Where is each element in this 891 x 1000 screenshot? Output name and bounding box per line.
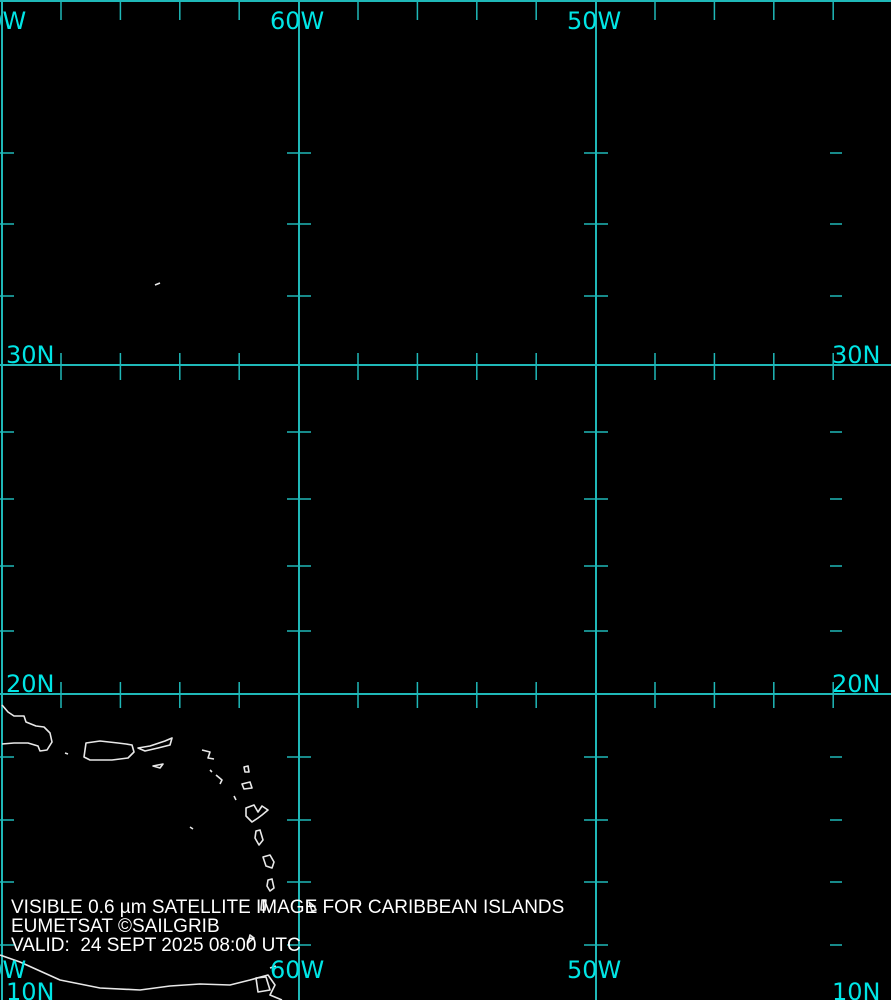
coast-guadeloupe [241,781,253,790]
coast-puerto-rico [83,740,135,761]
label-top-50w: 50W [567,7,621,35]
coast-st-lucia [266,878,275,892]
coast-hispaniola [1,704,53,752]
coast-antigua [243,765,250,773]
caption-valid-time: VALID: 24 SEPT 2025 08:00 UTC [11,935,301,956]
coast-barbados [308,901,317,912]
grid-labels: 70W 60W 50W 30N 30N 20N 20N 70W 60W 50W … [0,7,881,1000]
coast-grenadines [247,934,255,944]
label-right-30n: 30N [832,341,881,369]
label-bottom-70w: 70W [0,956,26,984]
label-top-70w: 70W [0,7,26,35]
coast-trinidad [255,976,271,993]
coast-dominica [254,829,264,846]
label-bottom-60w: 60W [270,956,324,984]
graticule-ticks [0,1,842,946]
caption-credit: EUMETSAT ©SAILGRIB [11,916,220,937]
coast-mona [64,752,69,755]
coast-st-vincent [260,899,267,911]
label-left-30n: 30N [6,341,55,369]
coast-montserrat-chain [209,769,237,801]
coast-martinique [262,854,275,869]
label-right-20n: 20N [832,670,881,698]
label-left-20n: 20N [6,670,55,698]
coast-anguilla [201,749,215,760]
coastlines [0,282,317,1000]
caption-title: VISIBLE 0.6 µm SATELLITE IMAGE FOR CARIB… [11,897,565,918]
coast-st-croix [152,763,164,769]
label-left-10n: 10N [6,978,55,1000]
coast-guadeloupe-main [245,804,269,823]
coast-virgin-islands [137,737,173,752]
label-right-10n: 10N [832,978,881,1000]
coast-tobago [269,965,277,969]
label-top-60w: 60W [270,7,324,35]
label-bottom-50w: 50W [567,956,621,984]
coast-small-islet [154,282,194,830]
coast-venezuela [0,954,283,1000]
